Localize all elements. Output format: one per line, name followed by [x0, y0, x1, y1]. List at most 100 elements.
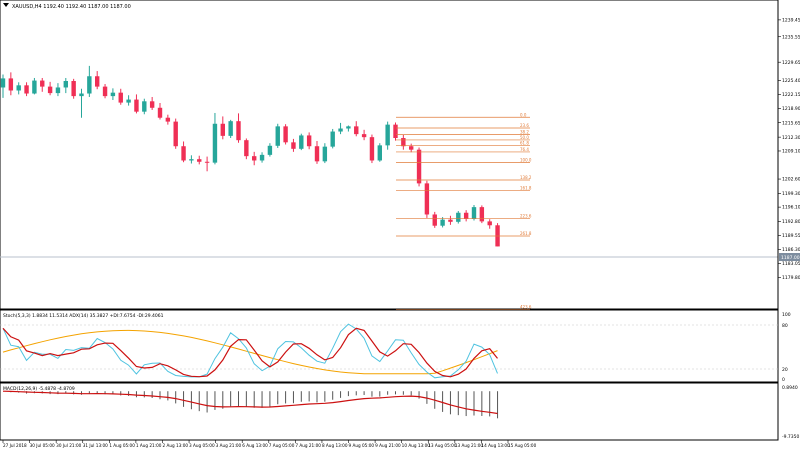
fib-level[interactable]: 50.0 — [396, 135, 530, 141]
fib-level[interactable]: 161.8 — [396, 186, 532, 192]
macd-label: MACD(12,26,9) -5.4878 -4.8709 — [3, 386, 75, 392]
candle — [299, 133, 304, 151]
candle — [157, 103, 163, 120]
fib-level-label: 100.0 — [520, 158, 532, 163]
fib-level[interactable]: 61.8 — [396, 140, 530, 146]
candle — [463, 210, 469, 222]
candle — [346, 125, 351, 132]
candle — [118, 88, 123, 105]
candle — [228, 119, 233, 139]
stochastic-pane[interactable] — [0, 309, 779, 383]
macd-pane[interactable] — [0, 382, 779, 441]
price-axis[interactable] — [778, 0, 800, 450]
time-axis-label: 15 Aug 05:00 — [508, 443, 537, 448]
candle — [416, 147, 422, 187]
fib-level[interactable]: 76.4 — [396, 147, 530, 153]
time-axis-label: 3 Aug 05:00 — [189, 443, 215, 448]
fib-level-label: 423.6 — [520, 304, 532, 309]
price-axis-label: 1218.90 — [782, 106, 800, 112]
time-axis-label: 1 Aug 05:00 — [109, 443, 135, 448]
price-axis-label: 1192.80 — [782, 219, 800, 225]
candle — [361, 129, 367, 141]
candle — [63, 77, 68, 94]
fib-level-label: 261.8 — [520, 231, 532, 236]
fib-level[interactable]: 138.2 — [396, 175, 532, 181]
stoch-axis-80: 80 — [782, 323, 788, 329]
price-axis-label: 1196.10 — [782, 205, 800, 211]
fib-level-label: 161.8 — [520, 186, 532, 191]
time-axis-label: 30 Jul 21:00 — [56, 443, 81, 448]
price-axis-label: 1209.10 — [782, 149, 800, 155]
time-axis-label: 7 Aug 21:00 — [295, 443, 321, 448]
candle — [47, 81, 53, 96]
candle — [385, 121, 390, 150]
fib-level[interactable]: 261.8 — [396, 231, 532, 237]
candle — [126, 95, 131, 106]
fib-level-label: 223.6 — [520, 214, 532, 219]
candle — [291, 138, 296, 152]
fibonacci-levels[interactable]: 0.0 23.6 38.250.061.8 76.4 100.0 138.2 161.8 22… — [396, 112, 532, 310]
candle — [110, 88, 116, 101]
candle — [424, 180, 430, 218]
time-axis-label: 30 Jul 05:00 — [30, 443, 55, 448]
candle — [8, 72, 14, 96]
candle — [16, 82, 21, 95]
fib-level-label: 50.0 — [520, 135, 529, 140]
candle — [393, 122, 398, 141]
candle — [220, 116, 225, 140]
price-axis-label: 1179.80 — [782, 275, 800, 281]
fib-level[interactable]: 423.6 — [396, 304, 532, 310]
time-axis-label: 8 Aug 13:00 — [322, 443, 348, 448]
candle — [95, 71, 100, 90]
time-axis-label: 3 Aug 21:00 — [216, 443, 242, 448]
price-axis-label: 1225.40 — [782, 78, 800, 84]
candle — [338, 122, 343, 135]
candle — [283, 124, 288, 145]
candle — [479, 205, 485, 224]
candle — [369, 134, 375, 164]
price-axis-label: 1183.05 — [782, 261, 800, 267]
candle — [189, 155, 194, 164]
price-axis-label: 1202.60 — [782, 177, 800, 183]
candle — [377, 143, 382, 162]
fib-level[interactable]: 223.6 — [396, 214, 532, 220]
time-axis-label: 27 Jul 2018 — [3, 443, 27, 448]
candle — [102, 84, 108, 99]
macd-axis-bottom: -9.7350 — [782, 434, 800, 440]
price-pane[interactable] — [0, 0, 779, 310]
candle — [236, 113, 241, 143]
candle — [40, 77, 45, 92]
price-axis-label: 1239.45 — [782, 17, 800, 23]
fib-level-label: 0.0 — [520, 112, 527, 117]
fib-level[interactable]: 100.0 — [396, 158, 532, 163]
candle — [149, 96, 155, 110]
candle — [87, 65, 92, 97]
candle — [244, 138, 249, 160]
fib-level[interactable]: 38.2 — [396, 130, 530, 135]
candle — [495, 223, 500, 247]
candle — [314, 141, 320, 164]
stochastic-label: Stoch(5,3,3) 1.8834 11.5314 ADX(14) 35.3… — [3, 313, 164, 319]
fib-level[interactable]: 23.6 — [396, 123, 530, 129]
candle — [354, 121, 359, 137]
dropdown-arrow-icon[interactable] — [3, 3, 9, 7]
time-axis-label: 6 Aug 13:00 — [242, 443, 268, 448]
fib-level[interactable]: 0.0 — [396, 112, 530, 118]
time-axis[interactable]: 27 Jul 2018 30 Jul 05:00 30 Jul 21:00 31 Ju… — [2, 440, 537, 448]
stoch-axis-0: 0 — [782, 377, 785, 383]
candle — [306, 132, 312, 150]
stochastic-signal-line — [2, 327, 498, 378]
candle-series — [0, 65, 500, 247]
candle — [204, 156, 210, 172]
fib-level-label: 23.6 — [520, 123, 529, 128]
time-axis-label: 9 Aug 21:00 — [375, 443, 401, 448]
candle — [55, 83, 61, 97]
candle — [448, 215, 453, 225]
time-axis-label: 9 Aug 05:00 — [349, 443, 375, 448]
candle — [24, 82, 29, 97]
time-axis-label: 13 Aug 05:00 — [428, 443, 457, 448]
stoch-axis-20: 20 — [782, 367, 788, 373]
fib-level-label: 61.8 — [520, 140, 529, 145]
candle — [252, 151, 257, 166]
